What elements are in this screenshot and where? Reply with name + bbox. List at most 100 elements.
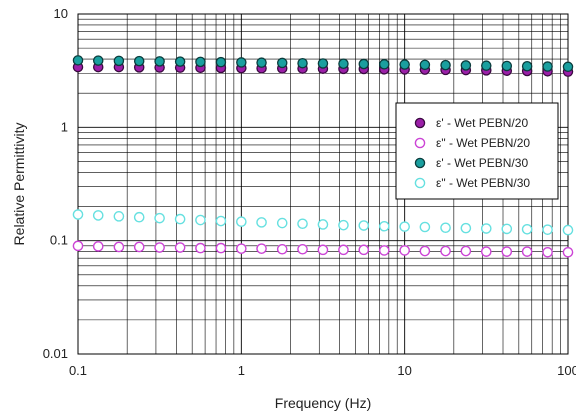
data-point xyxy=(133,211,145,223)
data-point xyxy=(195,56,206,68)
data-point xyxy=(460,60,472,71)
data-point xyxy=(195,214,206,226)
data-point xyxy=(542,246,553,258)
data-point xyxy=(154,56,165,67)
data-point xyxy=(276,57,288,69)
legend-label: ε' - Wet PEBN/30 xyxy=(436,156,528,170)
legend-label: ε" - Wet PEBN/30 xyxy=(436,176,530,190)
data-point xyxy=(521,246,533,257)
data-point xyxy=(317,58,329,69)
plot-area xyxy=(77,13,569,355)
data-point xyxy=(72,240,84,252)
data-point xyxy=(256,243,267,254)
data-point xyxy=(215,242,227,254)
data-point xyxy=(419,245,431,257)
data-point xyxy=(92,210,104,221)
data-point xyxy=(133,55,145,67)
y-tick-label: 1 xyxy=(61,119,68,134)
data-point xyxy=(317,244,329,256)
data-point xyxy=(72,209,84,220)
data-point xyxy=(419,221,431,233)
data-point xyxy=(236,57,247,68)
data-point xyxy=(276,243,288,255)
data-point xyxy=(399,221,410,232)
data-point xyxy=(113,211,125,222)
legend-marker xyxy=(414,117,426,129)
data-point xyxy=(256,57,267,68)
data-point xyxy=(338,244,349,256)
data-point xyxy=(133,241,145,253)
data-point xyxy=(480,246,492,257)
data-point xyxy=(358,244,370,256)
data-point xyxy=(154,242,165,253)
legend-label: ε" - Wet PEBN/20 xyxy=(436,136,530,150)
series-4 xyxy=(72,209,574,236)
data-point xyxy=(440,245,451,257)
data-point xyxy=(440,222,451,234)
data-point xyxy=(317,219,329,230)
legend-marker xyxy=(414,137,426,149)
data-point xyxy=(297,243,308,255)
data-point xyxy=(501,223,513,235)
data-point xyxy=(195,242,206,254)
data-point xyxy=(542,61,553,72)
data-point xyxy=(521,223,533,235)
data-point xyxy=(174,56,186,67)
data-point xyxy=(562,61,574,73)
data-point xyxy=(399,245,410,256)
data-point xyxy=(440,59,451,71)
data-point xyxy=(174,213,186,225)
data-point xyxy=(215,56,227,68)
data-point xyxy=(419,59,431,71)
data-point xyxy=(154,212,165,224)
data-point xyxy=(358,220,370,231)
data-point xyxy=(562,224,574,236)
data-point xyxy=(480,223,492,234)
data-point xyxy=(521,60,533,72)
data-point xyxy=(460,245,472,257)
data-point xyxy=(562,246,574,258)
series-2 xyxy=(72,240,574,258)
data-point xyxy=(338,219,349,231)
data-point xyxy=(92,241,104,252)
data-point xyxy=(460,222,472,234)
data-point xyxy=(501,246,513,257)
data-point xyxy=(92,55,104,66)
data-point xyxy=(399,59,410,70)
data-point xyxy=(501,60,513,72)
y-tick-label: 0.01 xyxy=(43,346,68,361)
data-point xyxy=(215,215,227,227)
legend-marker xyxy=(414,177,426,189)
data-points xyxy=(72,55,574,258)
legend: ε' - Wet PEBN/20 ε" - Wet PEBN/20 ε' - Wet… xyxy=(395,102,559,200)
x-tick-label: 0.1 xyxy=(69,363,87,378)
data-point xyxy=(379,59,390,70)
data-point xyxy=(113,55,125,67)
data-point xyxy=(72,55,84,66)
data-point xyxy=(276,217,288,229)
y-axis-label: Relative Permittivity xyxy=(11,123,27,246)
x-tick-label: 100 xyxy=(557,363,576,378)
data-point xyxy=(297,57,308,69)
data-point xyxy=(174,242,186,253)
legend-label: ε' - Wet PEBN/20 xyxy=(436,116,528,130)
legend-marker xyxy=(414,157,426,169)
data-point xyxy=(256,217,267,228)
y-tick-label: 0.1 xyxy=(50,233,68,248)
data-point xyxy=(358,58,370,70)
data-point xyxy=(481,60,492,71)
data-point xyxy=(542,224,553,235)
data-point xyxy=(236,243,247,254)
x-tick-label: 10 xyxy=(397,363,411,378)
data-point xyxy=(338,58,349,69)
data-point xyxy=(378,245,390,256)
data-point xyxy=(297,218,308,230)
data-point xyxy=(378,220,390,232)
x-axis-label: Frequency (Hz) xyxy=(275,395,371,411)
data-point xyxy=(113,241,125,253)
x-tick-label: 1 xyxy=(238,363,245,378)
y-tick-label: 10 xyxy=(54,6,68,21)
series-3 xyxy=(72,55,574,73)
